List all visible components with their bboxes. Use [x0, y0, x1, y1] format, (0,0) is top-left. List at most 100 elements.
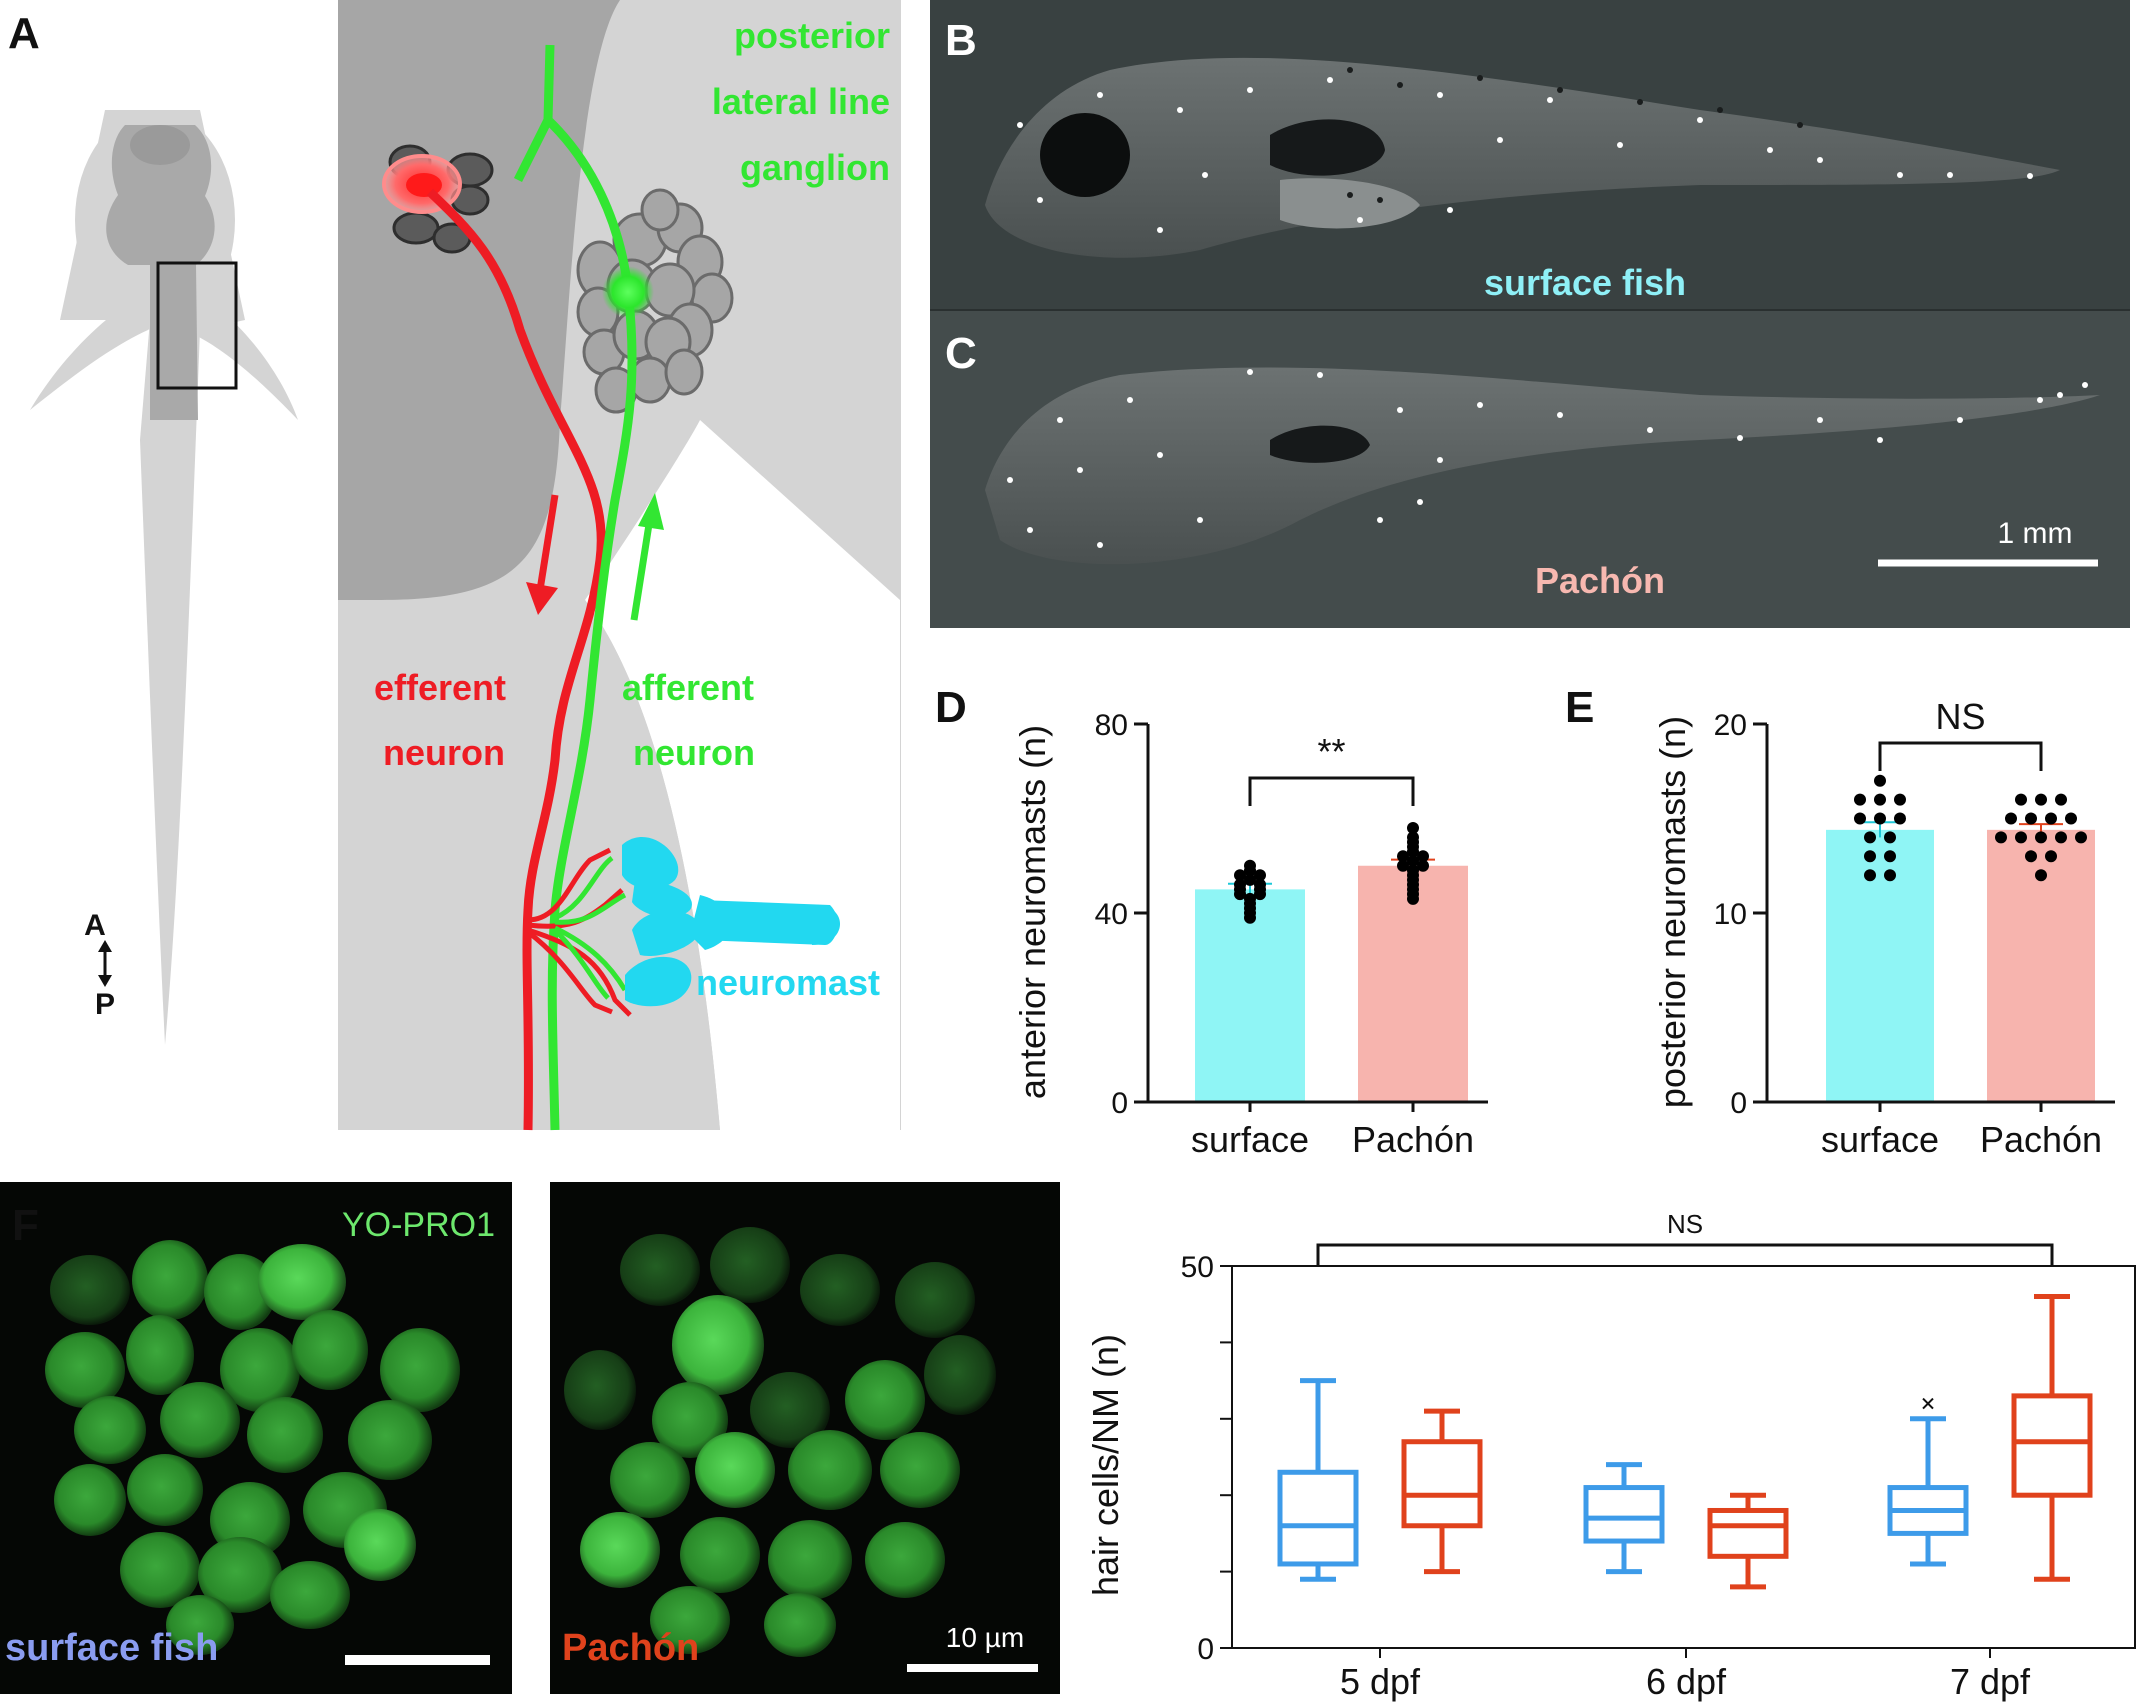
scalebar-1mm-label: 1 mm	[1998, 517, 2073, 550]
data-point	[2045, 812, 2057, 825]
data-point	[2005, 812, 2017, 825]
data-point	[1417, 859, 1429, 872]
ganglion-label-line3: ganglion	[740, 147, 890, 188]
data-point	[1854, 793, 1866, 806]
efferent-axon	[426, 188, 606, 1131]
nucleus	[258, 1244, 346, 1320]
nucleus	[695, 1432, 775, 1508]
data-point	[2075, 831, 2087, 844]
data-point	[1864, 831, 1876, 844]
afferent-label-line1: afferent	[622, 667, 754, 708]
data-point	[1244, 911, 1256, 924]
efferent-label-line1: efferent	[374, 667, 506, 708]
chart-f-ylabel: hair cells/NM (n)	[1085, 1334, 1126, 1596]
nucleus	[220, 1328, 300, 1412]
data-point	[1874, 774, 1886, 787]
ganglion-label-line1: posterior	[734, 15, 890, 56]
nucleus	[750, 1372, 830, 1448]
data-point	[1254, 888, 1266, 901]
panel-letter-d: D	[935, 683, 967, 732]
nucleus	[680, 1517, 760, 1593]
data-point	[1864, 869, 1876, 882]
nucleus	[50, 1255, 130, 1325]
chart-d-ylabel: anterior neuromasts (n)	[1012, 725, 1053, 1099]
data-point	[2055, 831, 2067, 844]
nucleus	[845, 1360, 925, 1440]
efferent-label-line2: neuron	[383, 732, 505, 773]
significance-bracket	[1316, 1243, 2054, 1267]
nucleus	[924, 1335, 996, 1415]
y-tick-label: 0	[1197, 1633, 1214, 1666]
box	[2011, 1393, 2093, 1498]
panel-f-chart: hair cells/NM (n) 0 50 5 dpf 6 dpf 7 dpf NS	[1085, 1209, 2136, 1702]
significance-label: NS	[1935, 696, 1985, 737]
nucleus	[348, 1400, 432, 1480]
nucleus	[132, 1240, 208, 1320]
nucleus	[127, 1454, 203, 1526]
neuromast-shape	[622, 837, 841, 1007]
data-point	[1884, 831, 1896, 844]
data-point	[2015, 793, 2027, 806]
box	[1277, 1469, 1359, 1567]
axis-p-label: P	[95, 988, 115, 1021]
significance-bracket	[1248, 776, 1415, 806]
data-point	[2035, 793, 2047, 806]
data-point	[1864, 850, 1876, 863]
bar-0	[1826, 829, 1934, 1102]
nucleus	[270, 1561, 350, 1629]
lateral-line-schematic: posterior lateral line ganglion efferent…	[338, 0, 901, 1131]
data-point	[1254, 869, 1266, 882]
data-point	[2035, 869, 2047, 882]
nucleus	[764, 1593, 836, 1657]
data-point	[1894, 812, 1906, 825]
x-tick-label: surface	[1821, 1119, 1939, 1160]
data-point	[1884, 869, 1896, 882]
surface-fish-larva	[985, 57, 2060, 258]
bar-1	[1358, 865, 1468, 1102]
afferent-soma	[602, 266, 654, 318]
data-point	[1407, 892, 1419, 905]
y-tick-label: 0	[1730, 1087, 1747, 1120]
nucleus	[292, 1310, 368, 1390]
ap-axis: A P	[84, 909, 115, 1021]
pachon-neuromast-dots	[1007, 369, 2088, 548]
nucleus	[652, 1382, 728, 1458]
data-point	[2045, 850, 2057, 863]
data-point	[1244, 873, 1256, 886]
neuromast-label: neuromast	[696, 962, 880, 1003]
bar-0	[1195, 889, 1305, 1102]
data-point	[1397, 850, 1409, 863]
pachon-label-c: Pachón	[1535, 560, 1665, 601]
data-point	[1407, 855, 1419, 868]
x-tick-label: Pachón	[1352, 1119, 1474, 1160]
data-point	[1874, 793, 1886, 806]
yo-pro1-label: YO-PRO1	[342, 1206, 495, 1244]
nucleus	[204, 1254, 276, 1330]
nucleus	[198, 1537, 282, 1613]
panel-letter-c: C	[945, 329, 977, 378]
larva-silhouette	[30, 110, 298, 1045]
scalebar-10um-label: 10 µm	[946, 1622, 1024, 1653]
x-tick-label: Pachón	[1980, 1119, 2102, 1160]
data-point	[1417, 850, 1429, 863]
nucleus	[160, 1382, 240, 1458]
nucleus	[672, 1295, 764, 1395]
significance-label: **	[1317, 731, 1345, 772]
panel-letter-e: E	[1565, 683, 1594, 732]
data-point	[1234, 869, 1246, 882]
ganglion-label-line2: lateral line	[712, 81, 890, 122]
pachon-label-f: Pachón	[562, 1627, 699, 1669]
data-point	[1397, 859, 1409, 872]
nucleus	[788, 1430, 872, 1510]
y-tick-label: 40	[1095, 898, 1128, 931]
panel-e-chart: E posterior neuromasts (n) 0 10 20 surface P…	[1565, 683, 2115, 1160]
nucleus	[344, 1509, 416, 1581]
nucleus	[620, 1234, 700, 1306]
data-point	[2055, 793, 2067, 806]
data-point	[2025, 850, 2037, 863]
pachon-fish-larva	[985, 367, 2100, 565]
nucleus	[650, 1586, 730, 1654]
data-point	[1407, 845, 1419, 858]
nucleus	[166, 1595, 234, 1655]
y-tick-label: 50	[1181, 1251, 1214, 1284]
